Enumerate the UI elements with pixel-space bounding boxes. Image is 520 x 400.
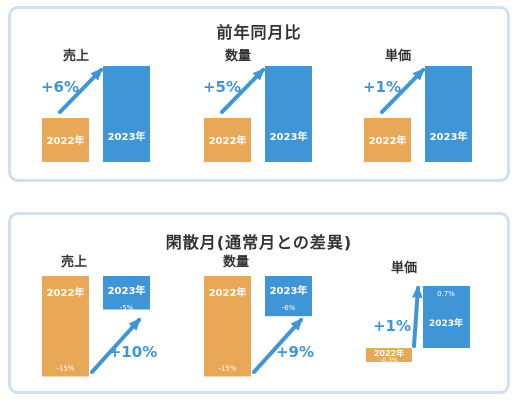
- group-name-2: 単価: [385, 48, 411, 64]
- growth-arrow-1-head: [252, 67, 266, 81]
- change-low-label-1: +9%: [276, 343, 314, 361]
- yoy-panel-title: 前年同月比: [216, 23, 302, 42]
- bar-low-2-2023: [423, 286, 470, 348]
- bar-low-0-2022: [42, 276, 89, 377]
- change-label-2: +1%: [363, 78, 401, 96]
- bar-label-0-2023: 2023年: [108, 130, 146, 143]
- bar-label-1-2023: 2023年: [270, 130, 308, 143]
- group-low-name-2: 単価: [391, 260, 417, 276]
- bar-low-2-2022: [366, 348, 412, 362]
- bar-label-1-2022: 2022年: [209, 134, 247, 147]
- bar-label-2-2022: 2022年: [369, 134, 407, 147]
- growth-arrow-2-head: [412, 67, 426, 81]
- bar-low-value-1-2023: -6%: [282, 304, 296, 312]
- growth-arrow-low-2: [412, 286, 420, 348]
- group-low-name-1: 数量: [223, 254, 249, 270]
- off-season-panel-title: 閑散月(通常月との差異): [165, 233, 353, 252]
- bar-2-2022: [364, 118, 411, 162]
- change-label-1: +5%: [203, 78, 241, 96]
- bar-0-2023: [103, 66, 150, 162]
- bar-low-label-1-2022: 2022年: [209, 286, 247, 299]
- growth-arrow-low-0: [90, 318, 141, 374]
- change-low-label-0: +10%: [109, 343, 157, 361]
- change-low-label-2: +1%: [373, 317, 411, 335]
- bar-low-value-1-2022: -15%: [218, 365, 236, 373]
- bar-low-value-2-2023: 0.7%: [437, 290, 455, 298]
- growth-arrow-low-1-head: [290, 317, 304, 331]
- growth-arrow-0: [58, 68, 103, 114]
- bar-low-value-2-2022: -0.3%: [380, 357, 398, 364]
- bar-low-label-0-2022: 2022年: [47, 286, 85, 299]
- bar-low-label-2-2023: 2023年: [429, 317, 463, 329]
- growth-arrow-low-1: [252, 318, 303, 374]
- change-label-0: +6%: [41, 78, 79, 96]
- growth-arrow-1: [220, 68, 265, 114]
- bar-low-1-2022: [204, 276, 251, 377]
- bar-1-2022: [204, 118, 251, 162]
- bar-low-label-0-2023: 2023年: [108, 284, 146, 297]
- bar-label-2-2023: 2023年: [430, 130, 468, 143]
- bar-label-0-2022: 2022年: [47, 134, 85, 147]
- growth-arrow-2: [380, 68, 425, 114]
- growth-arrow-0-head: [90, 67, 104, 81]
- bar-low-label-2-2022: 2022年: [374, 348, 404, 358]
- bar-low-0-2023: [103, 276, 150, 310]
- bar-low-value-0-2022: -15%: [56, 365, 74, 373]
- bar-low-value-0-2023: -5%: [120, 304, 134, 312]
- bar-low-label-1-2023: 2023年: [270, 284, 308, 297]
- growth-arrow-low-2-head: [412, 285, 423, 298]
- bar-low-1-2023: [265, 276, 312, 317]
- growth-arrow-low-0-head: [128, 317, 142, 331]
- group-name-0: 売上: [63, 48, 89, 64]
- bar-1-2023: [265, 66, 312, 162]
- group-name-1: 数量: [225, 48, 251, 64]
- bar-2-2023: [425, 66, 472, 162]
- bar-0-2022: [42, 118, 89, 162]
- group-low-name-0: 売上: [61, 254, 87, 270]
